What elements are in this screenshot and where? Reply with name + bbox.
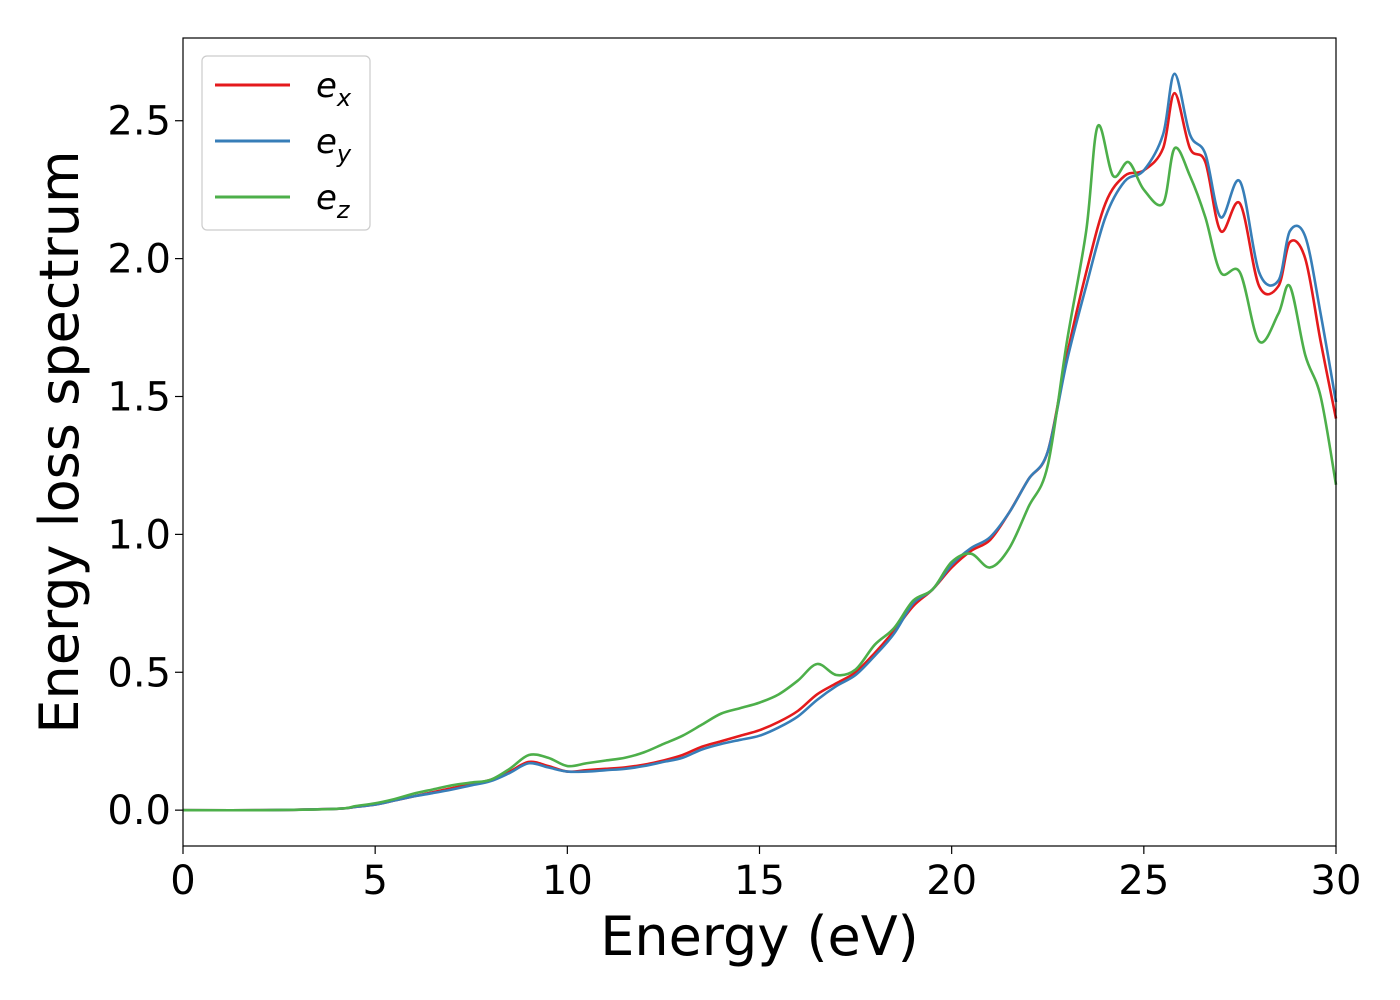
legend-box [201, 55, 371, 231]
x-tick-label: 10 [542, 858, 593, 904]
legend-entry-subscript: y [336, 140, 352, 168]
y-tick-label: 2.0 [107, 237, 171, 283]
y-tick-label: 1.0 [107, 512, 171, 558]
plot-lines [182, 72, 1338, 812]
legend-entry-main: e [316, 122, 337, 162]
series-line-y [182, 72, 1338, 812]
legend-entry-subscript: x [336, 84, 352, 112]
legend-entry-subscript: z [336, 196, 351, 224]
x-axis-ticks: 0 5 10 15 20 25 30 [170, 846, 1361, 904]
legend-entry-z: ez [316, 178, 351, 224]
y-axis-label: Energy loss spectrum [28, 150, 91, 733]
x-tick-label: 5 [362, 858, 387, 904]
x-tick-label: 15 [734, 858, 785, 904]
legend-entry-x: ex [316, 66, 352, 112]
x-axis-label: Energy (eV) [600, 905, 919, 968]
y-tick-label: 0.0 [107, 788, 171, 834]
y-tick-label: 2.5 [107, 99, 171, 145]
x-tick-label: 20 [926, 858, 977, 904]
x-tick-label: 0 [170, 858, 195, 904]
legend-entry-y: ey [316, 122, 352, 168]
legend-entry-main: e [316, 66, 337, 106]
y-axis-ticks: 0.0 0.5 1.0 1.5 2.0 2.5 [107, 99, 183, 834]
x-tick-label: 25 [1118, 858, 1169, 904]
legend-entry-main: e [316, 178, 337, 218]
series-line-z [182, 124, 1338, 812]
y-tick-label: 0.5 [107, 650, 171, 696]
x-tick-label: 30 [1311, 858, 1362, 904]
y-tick-label: 1.5 [107, 374, 171, 420]
